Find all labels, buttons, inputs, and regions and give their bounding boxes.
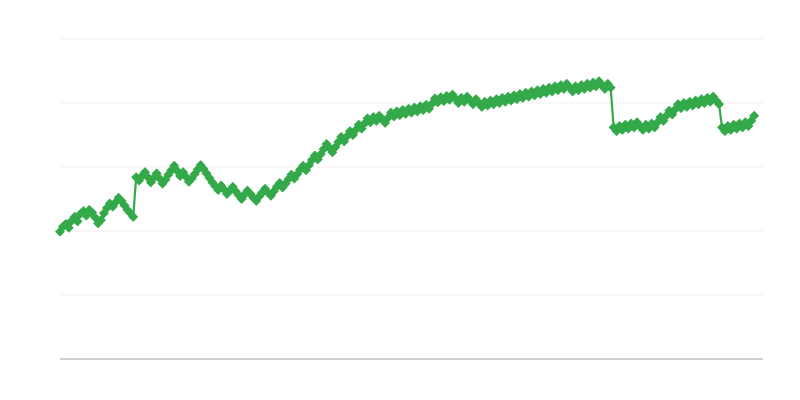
gridlines	[60, 38, 763, 296]
series-markers	[55, 76, 760, 237]
data-series	[55, 76, 760, 237]
data-series-group	[55, 76, 760, 237]
series-line	[58, 80, 756, 233]
